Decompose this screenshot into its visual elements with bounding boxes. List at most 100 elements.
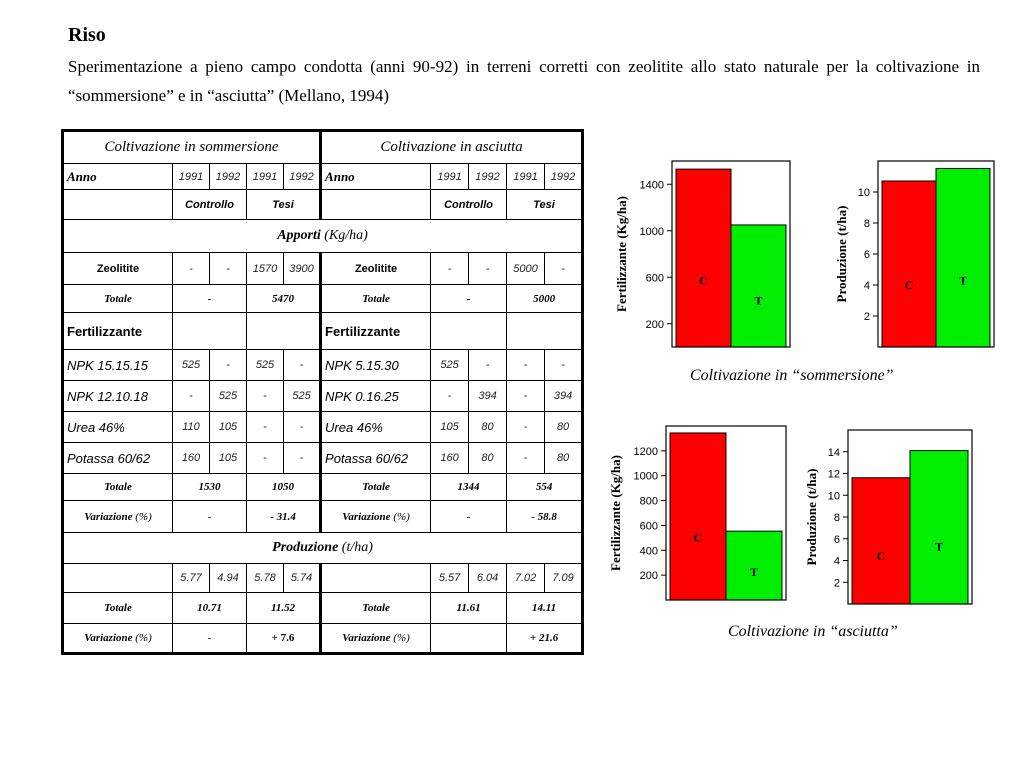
chart-prod-asciutta: C T 2 4 6 8 10 12 14 Produzione (t/ha) [804, 429, 973, 605]
page-title: Riso [68, 24, 106, 46]
total-cell: 5470 [245, 284, 323, 313]
bar [909, 450, 969, 605]
fert-name: NPK 15.15.15 [62, 349, 173, 381]
cell: - [468, 349, 508, 381]
caption-sommersione: Coltivazione in “sommersione” [690, 367, 894, 384]
total-cell: 10.71 [172, 592, 247, 624]
cell: 5000 [506, 252, 546, 285]
var-cell: - [430, 500, 508, 533]
cell: 80 [544, 442, 584, 474]
var-cell: - [172, 500, 247, 533]
y-tick-label: 14 [828, 447, 840, 459]
y-tick-label: 4 [834, 556, 840, 568]
cell: - [468, 252, 508, 285]
bar [675, 168, 732, 348]
data-table: Coltivazione in sommersione Coltivazione… [61, 129, 585, 655]
chart-prod-sommersione: C T 2 4 6 8 10 Produzione (t/ha) [834, 160, 995, 348]
produzione-row: Produzione (t/ha) [61, 532, 584, 564]
year-cell: 1991 [430, 163, 470, 190]
zeolitite-label: Zeolitite [320, 252, 432, 285]
bar-label: T [959, 274, 967, 288]
fert-name: Urea 46% [62, 411, 173, 443]
variazione-label: Variazione (%) [320, 623, 432, 654]
anno-label: Anno [62, 163, 173, 190]
y-axis-label: Fertilizzante (Kg/ha) [614, 196, 629, 312]
y-axis-label: Produzione (t/ha) [804, 469, 819, 566]
y-tick-label: 600 [646, 272, 664, 284]
caption-asciutta: Coltivazione in “asciutta” [728, 623, 898, 640]
header-asciutta: Coltivazione in asciutta [320, 130, 584, 164]
cell: 7.02 [506, 563, 546, 593]
bar [935, 167, 991, 348]
cell: 105 [209, 411, 247, 443]
cell: 525 [246, 349, 284, 381]
fert-name: Potassa 60/62 [320, 442, 432, 474]
fertilizzante-label: Fertilizzante [320, 312, 432, 350]
var-cell: + 21.6 [506, 623, 584, 654]
var-cell [430, 623, 508, 654]
fert-name: NPK 5.15.30 [320, 349, 432, 381]
cell: - [282, 442, 323, 474]
bar-label: C [694, 531, 703, 545]
cell: 80 [544, 411, 584, 443]
fert-name: Potassa 60/62 [62, 442, 173, 474]
cell: 525 [209, 380, 247, 412]
bar [725, 530, 783, 601]
cell: - [282, 411, 323, 443]
cell: 110 [172, 411, 210, 443]
variazione-label: Variazione (%) [62, 623, 173, 654]
y-axis-label: Fertilizzante (Kg/ha) [608, 455, 623, 571]
cell: - [544, 349, 584, 381]
plot-frame [665, 425, 787, 601]
total-cell: 1050 [245, 473, 323, 501]
chart-fert-asciutta: C T 200 400 600 800 1000 1200 Fertilizzante (Kg/… [608, 425, 787, 601]
y-tick-label: 1200 [634, 446, 658, 458]
cell: 5.74 [282, 563, 323, 593]
cell: - [172, 252, 210, 285]
cell: - [282, 349, 323, 381]
bar [881, 180, 937, 348]
y-tick-label: 8 [864, 218, 870, 230]
cell: - [506, 442, 546, 474]
cell: - [506, 380, 546, 412]
cell: 4.94 [209, 563, 247, 593]
totale-label: Totale [62, 473, 173, 501]
total-cell: - [430, 284, 508, 313]
fert-name: Urea 46% [320, 411, 432, 443]
cell: 525 [430, 349, 470, 381]
totale-label: Totale [62, 284, 173, 313]
cell: 105 [430, 411, 470, 443]
cell: 5.78 [246, 563, 284, 593]
cell: - [246, 442, 284, 474]
cell: 525 [282, 380, 323, 412]
year-cell: 1991 [506, 163, 546, 190]
variazione-label: Variazione (%) [62, 500, 173, 533]
cell: - [506, 411, 546, 443]
totale-label: Totale [62, 592, 173, 624]
cell: 160 [172, 442, 210, 474]
chart-fert-sommersione: C T 200 600 1000 1400 Fertilizzante (Kg/ha) [614, 160, 791, 348]
year-cell: 1992 [282, 163, 323, 190]
cell: 6.04 [468, 563, 508, 593]
cell: 5.77 [172, 563, 210, 593]
controllo-label: Controllo [172, 189, 247, 220]
year-cell: 1992 [209, 163, 247, 190]
totale-label: Totale [320, 592, 432, 624]
year-cell: 1992 [544, 163, 584, 190]
cell: 525 [172, 349, 210, 381]
y-tick-label: 1000 [634, 471, 658, 483]
bar-label: C [877, 549, 886, 563]
bar [851, 477, 911, 605]
controllo-label: Controllo [430, 189, 508, 220]
total-cell: 11.52 [245, 592, 323, 624]
cell: - [430, 380, 470, 412]
y-tick-label: 10 [858, 187, 870, 199]
total-cell: 554 [506, 473, 584, 501]
cell: 105 [209, 442, 247, 474]
bar-label: T [935, 539, 943, 553]
y-tick-label: 2 [864, 311, 870, 323]
cell: 7.09 [544, 563, 584, 593]
fertilizzante-label: Fertilizzante [62, 312, 173, 350]
total-cell: 1530 [172, 473, 247, 501]
y-tick-label: 800 [640, 496, 658, 508]
